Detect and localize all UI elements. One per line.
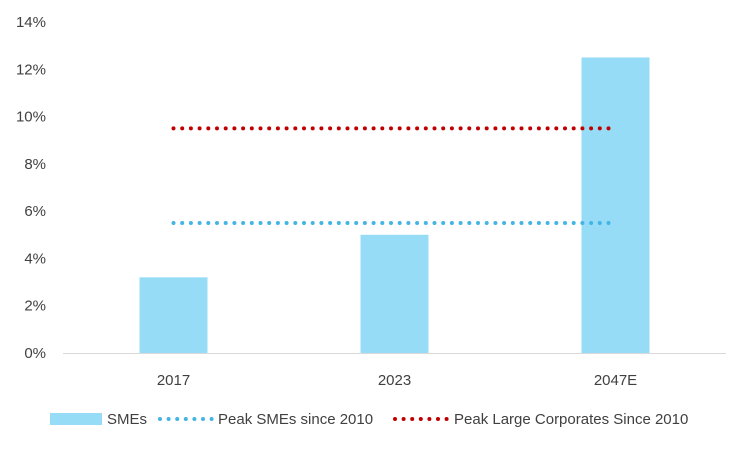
legend-label: SMEs — [107, 411, 147, 428]
y-tick-label: 2% — [24, 298, 46, 315]
y-tick-label: 0% — [24, 345, 46, 362]
y-tick-label: 14% — [16, 14, 46, 31]
y-tick-label: 8% — [24, 156, 46, 173]
y-tick-label: 12% — [16, 61, 46, 78]
legend-label: Peak SMEs since 2010 — [218, 411, 373, 428]
x-tick-label: 2047E — [594, 372, 637, 389]
y-tick-label: 10% — [16, 109, 46, 126]
y-tick-label: 4% — [24, 250, 46, 267]
legend-swatch-smes — [50, 413, 102, 425]
y-axis: 0% 2% 4% 6% 8% 10% 12% 14% — [16, 14, 46, 362]
y-tick-label: 6% — [24, 203, 46, 220]
legend: SMEs Peak SMEs since 2010 Peak Large Corpo… — [50, 411, 688, 428]
x-tick-label: 2017 — [157, 372, 190, 389]
bar-2017 — [139, 277, 208, 353]
x-axis: 2017 2023 2047E — [157, 372, 637, 389]
bar-2047e — [581, 57, 650, 353]
bars — [139, 57, 650, 353]
bar-2023 — [360, 234, 429, 353]
x-tick-label: 2023 — [378, 372, 411, 389]
reference-lines — [171, 126, 618, 225]
legend-label: Peak Large Corporates Since 2010 — [454, 411, 688, 428]
